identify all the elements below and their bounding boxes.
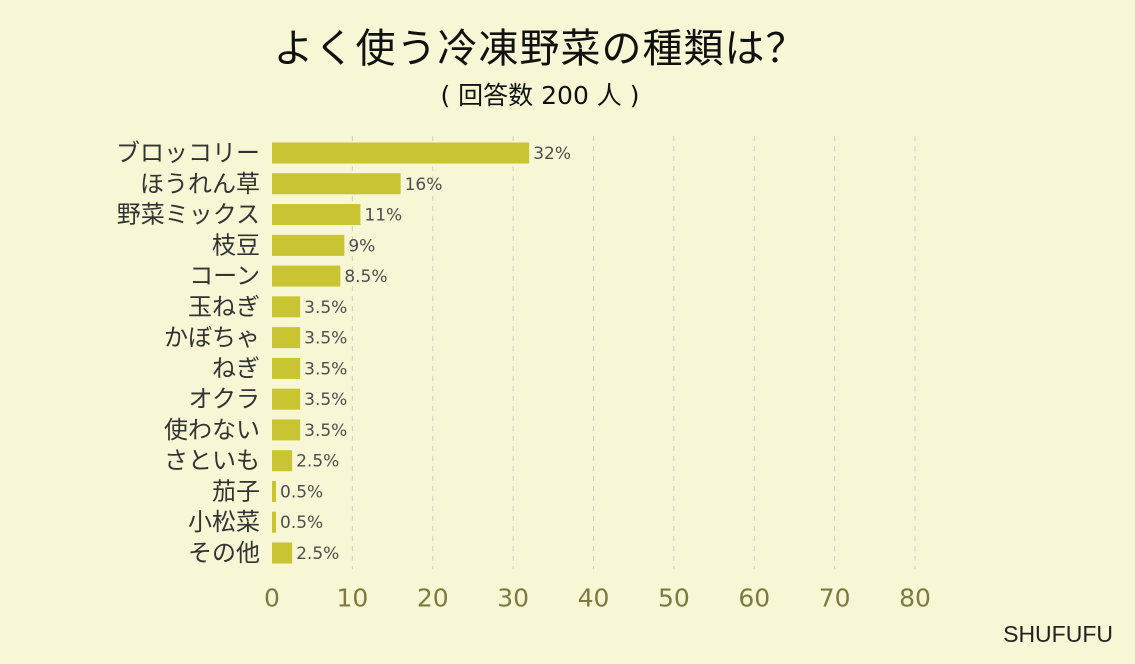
data-label: 11% <box>364 206 402 226</box>
bar <box>272 173 401 195</box>
x-tick-label: 10 <box>336 584 368 613</box>
x-tick-label: 20 <box>417 584 449 613</box>
category-label: 使わない <box>164 416 260 444</box>
category-label: ブロッコリー <box>116 139 260 167</box>
category-label: 小松菜 <box>188 508 260 536</box>
category-label: ねぎ <box>212 354 260 382</box>
bar <box>272 357 301 379</box>
bar <box>272 450 293 472</box>
source-credit: SHUFUFU <box>1003 621 1113 647</box>
x-tick-label: 30 <box>497 584 529 613</box>
data-label: 16% <box>405 175 443 195</box>
bar <box>272 327 301 349</box>
data-label: 8.5% <box>344 267 387 287</box>
bar <box>272 142 530 164</box>
chart-subtitle: ( 回答数 200 人 ) <box>440 81 640 110</box>
data-label: 32% <box>533 144 571 164</box>
category-label: ほうれん草 <box>140 170 260 198</box>
category-label: 茄子 <box>212 477 260 505</box>
data-label: 3.5% <box>304 421 347 441</box>
data-label: 0.5% <box>280 482 323 502</box>
data-label: 3.5% <box>304 359 347 379</box>
category-label: かぼちゃ <box>164 324 260 352</box>
data-label: 0.5% <box>280 513 323 533</box>
category-label: 玉ねぎ <box>188 293 260 321</box>
data-label: 3.5% <box>304 329 347 349</box>
x-tick-label: 50 <box>658 584 690 613</box>
data-label: 2.5% <box>296 544 339 564</box>
category-label: 野菜ミックス <box>117 201 260 229</box>
bar <box>272 204 361 226</box>
bar <box>272 265 341 287</box>
data-label: 3.5% <box>304 390 347 410</box>
x-tick-label: 80 <box>899 584 931 613</box>
bar <box>272 480 277 502</box>
x-tick-label: 60 <box>738 584 770 613</box>
category-label: 枝豆 <box>212 231 260 259</box>
category-label: コーン <box>189 262 260 290</box>
x-tick-label: 40 <box>578 584 610 613</box>
data-label: 9% <box>348 236 375 256</box>
bar <box>272 296 301 318</box>
category-label: オクラ <box>188 385 260 413</box>
bar <box>272 511 277 533</box>
category-label: さといも <box>164 447 260 475</box>
x-tick-label: 70 <box>819 584 851 613</box>
bar <box>272 234 345 256</box>
chart-title: よく使う冷凍野菜の種類は？ <box>273 26 807 72</box>
data-label: 2.5% <box>296 452 339 472</box>
category-label: その他 <box>188 539 260 567</box>
x-tick-label: 0 <box>264 584 280 613</box>
bar <box>272 419 301 441</box>
bar <box>272 542 293 564</box>
bar <box>272 388 301 410</box>
data-label: 3.5% <box>304 298 347 318</box>
